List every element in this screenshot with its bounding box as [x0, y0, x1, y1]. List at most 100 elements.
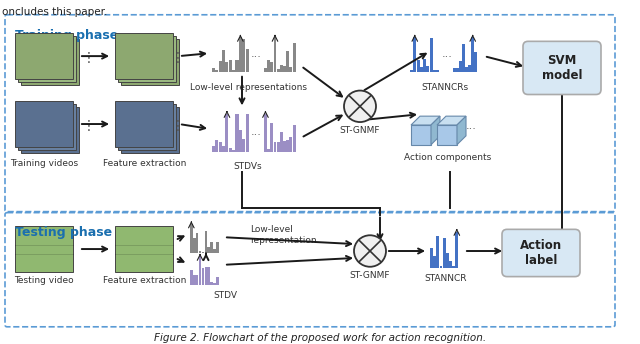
Bar — [471, 37, 474, 72]
Bar — [446, 252, 449, 268]
Bar — [410, 70, 413, 72]
Bar — [213, 249, 216, 253]
Polygon shape — [431, 116, 440, 145]
Text: ST-GNMF: ST-GNMF — [340, 126, 380, 135]
Bar — [207, 247, 210, 253]
Bar — [276, 68, 280, 72]
Bar — [216, 241, 219, 253]
Bar — [440, 266, 442, 268]
Text: Feature extraction: Feature extraction — [103, 160, 187, 169]
Bar — [205, 230, 207, 253]
Bar — [212, 68, 215, 72]
FancyBboxPatch shape — [118, 36, 176, 82]
Bar — [423, 59, 426, 72]
Bar — [205, 267, 207, 286]
Bar — [273, 142, 276, 152]
Bar — [222, 146, 225, 152]
Bar — [436, 236, 439, 268]
FancyBboxPatch shape — [523, 41, 601, 95]
Text: Low-level representations: Low-level representations — [189, 83, 307, 92]
Bar — [215, 70, 218, 72]
Text: ⋮: ⋮ — [82, 119, 96, 133]
Circle shape — [344, 90, 376, 122]
Bar — [465, 67, 468, 72]
FancyBboxPatch shape — [121, 107, 179, 153]
FancyBboxPatch shape — [115, 101, 173, 147]
Bar — [289, 67, 292, 72]
Text: STANNCRs: STANNCRs — [421, 83, 468, 92]
Polygon shape — [437, 116, 466, 125]
Bar — [196, 233, 198, 253]
Text: Testing phase: Testing phase — [15, 226, 112, 239]
Bar — [222, 50, 225, 72]
Bar — [198, 257, 202, 286]
Bar — [292, 126, 296, 152]
Bar — [283, 141, 286, 152]
Text: ...: ... — [251, 127, 261, 137]
Bar — [289, 137, 292, 152]
Bar — [239, 130, 242, 152]
Bar — [459, 61, 462, 72]
Bar — [270, 62, 273, 72]
Text: Action components: Action components — [404, 153, 492, 162]
FancyBboxPatch shape — [21, 39, 79, 85]
Bar — [443, 238, 445, 268]
FancyBboxPatch shape — [115, 33, 173, 79]
Bar — [264, 68, 267, 72]
Text: ...: ... — [251, 49, 261, 59]
FancyBboxPatch shape — [21, 107, 79, 153]
Bar — [196, 275, 198, 286]
Bar — [212, 146, 215, 152]
Text: Feature extraction: Feature extraction — [103, 276, 187, 284]
Text: Training phase: Training phase — [15, 29, 118, 42]
Polygon shape — [457, 116, 466, 145]
Bar — [216, 277, 219, 286]
Bar — [286, 140, 289, 152]
Bar — [225, 63, 228, 72]
FancyBboxPatch shape — [502, 229, 580, 277]
Bar — [280, 132, 283, 152]
Bar — [456, 68, 459, 72]
Bar — [207, 267, 210, 286]
Bar — [474, 52, 477, 72]
Bar — [413, 37, 416, 72]
Bar — [462, 44, 465, 72]
Polygon shape — [411, 125, 431, 145]
Text: Figure 2. Flowchart of the proposed work for action recognition.: Figure 2. Flowchart of the proposed work… — [154, 333, 486, 343]
Bar — [430, 248, 433, 268]
FancyBboxPatch shape — [18, 104, 76, 150]
Bar — [228, 61, 232, 72]
Bar — [267, 149, 270, 152]
Bar — [225, 114, 228, 152]
Bar — [286, 51, 289, 72]
Bar — [449, 261, 452, 268]
Bar — [190, 270, 193, 286]
Text: STANNCR: STANNCR — [425, 274, 467, 283]
Bar — [283, 66, 286, 72]
Bar — [232, 70, 236, 72]
Bar — [193, 238, 196, 253]
Polygon shape — [411, 116, 440, 125]
Bar — [264, 114, 267, 152]
Bar — [270, 123, 273, 152]
Bar — [246, 49, 248, 72]
Bar — [211, 282, 213, 286]
Bar — [236, 114, 239, 152]
Bar — [239, 37, 242, 72]
Bar — [452, 266, 455, 268]
Bar — [433, 256, 436, 268]
Bar — [436, 70, 439, 72]
Text: ⋮: ⋮ — [171, 119, 185, 133]
Bar — [453, 68, 456, 72]
Bar — [276, 142, 280, 152]
Text: STDVs: STDVs — [234, 162, 262, 171]
Bar — [219, 61, 222, 72]
Text: SVM
model: SVM model — [541, 54, 582, 82]
Bar — [468, 65, 471, 72]
Bar — [236, 60, 239, 72]
Text: ...: ... — [442, 49, 452, 59]
Bar — [242, 139, 245, 152]
Bar — [267, 60, 270, 72]
FancyBboxPatch shape — [118, 104, 176, 150]
Bar — [232, 150, 236, 152]
